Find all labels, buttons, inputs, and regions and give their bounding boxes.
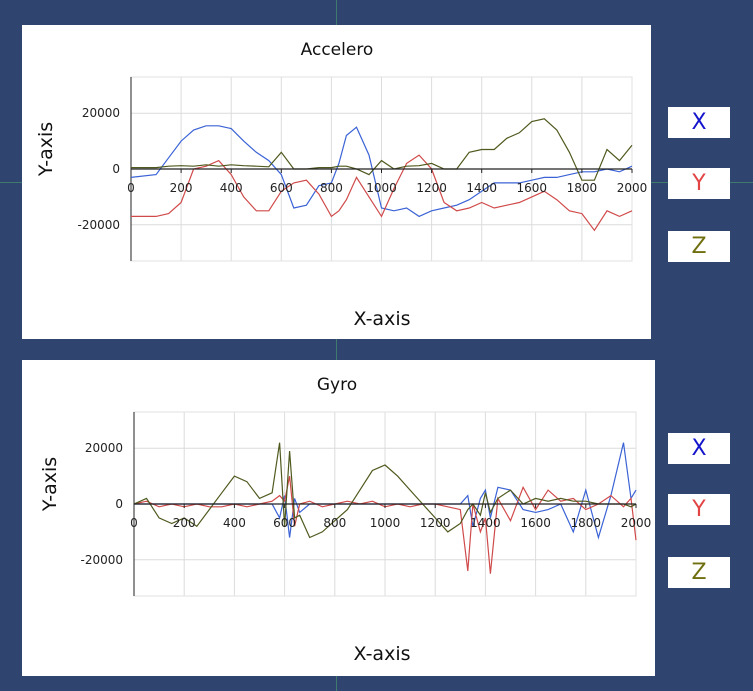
x-tick-label: 200 (170, 181, 193, 195)
y-axis-label: Y-axis (35, 122, 57, 177)
gyro-legend-z-label: Z (691, 560, 707, 585)
y-tick-label: 20000 (85, 441, 123, 455)
accel-legend-y-label: Y (692, 171, 706, 196)
series-line-z (131, 118, 633, 181)
chart-title: Gyro (317, 375, 357, 395)
x-tick-label: 600 (270, 181, 293, 195)
x-tick-label: 1400 (466, 181, 497, 195)
accel-legend-z-label: Z (691, 234, 707, 259)
x-tick-label: 2000 (621, 516, 652, 530)
accel-legend-x-button[interactable]: X (668, 107, 730, 138)
accel-legend-y-button[interactable]: Y (668, 168, 730, 199)
x-tick-label: 600 (273, 516, 296, 530)
series-line-y (131, 154, 633, 232)
y-tick-label: 20000 (82, 106, 120, 120)
chart-title: Accelero (301, 40, 374, 60)
accel-legend-x-label: X (691, 110, 707, 135)
y-axis-label: Y-axis (39, 457, 61, 512)
x-tick-label: 0 (127, 181, 135, 195)
x-tick-label: 1200 (416, 181, 447, 195)
gyro-legend-x-label: X (691, 436, 707, 461)
guide-line-vertical (336, 0, 337, 691)
x-tick-label: 1000 (370, 516, 401, 530)
x-tick-label: 1000 (366, 181, 397, 195)
gyro-chart-panel: 0 200 400 600 800 1000 1200 1400 1600 1800 2000 200… (22, 360, 655, 676)
y-tick-label: -20000 (80, 553, 123, 567)
series-line-z (133, 442, 637, 539)
x-tick-label: 1200 (420, 516, 451, 530)
accelero-chart: 0 200 400 600 800 1000 1200 1400 1600 1800 2000 200… (35, 40, 648, 330)
y-tick-label: -20000 (77, 218, 120, 232)
series-line-x (130, 125, 633, 218)
accel-legend-z-button[interactable]: Z (668, 231, 730, 262)
x-tick-label: 800 (323, 516, 346, 530)
x-tick-label: 400 (220, 181, 243, 195)
x-tick-label: 1400 (470, 516, 501, 530)
x-tick-label: 1800 (567, 181, 598, 195)
x-tick-label: 1800 (571, 516, 602, 530)
x-axis-label: X-axis (354, 643, 411, 665)
x-tick-label: 1600 (517, 181, 548, 195)
gyro-legend-z-button[interactable]: Z (668, 557, 730, 588)
accelero-chart-panel: 0 200 400 600 800 1000 1200 1400 1600 1800 2000 200… (22, 25, 651, 339)
x-tick-label: 400 (223, 516, 246, 530)
y-tick-label: 0 (112, 162, 120, 176)
gyro-legend-x-button[interactable]: X (668, 433, 730, 464)
x-tick-label: 2000 (617, 181, 648, 195)
x-tick-label: 1600 (520, 516, 551, 530)
x-tick-label: 200 (173, 516, 196, 530)
y-tick-label: 0 (115, 497, 123, 511)
x-axis-label: X-axis (354, 308, 411, 330)
gyro-legend-y-button[interactable]: Y (668, 494, 730, 525)
x-tick-label: 0 (130, 516, 138, 530)
x-tick-label: 800 (320, 181, 343, 195)
gyro-chart: 0 200 400 600 800 1000 1200 1400 1600 1800 2000 200… (39, 375, 652, 665)
gyro-legend-y-label: Y (692, 497, 706, 522)
